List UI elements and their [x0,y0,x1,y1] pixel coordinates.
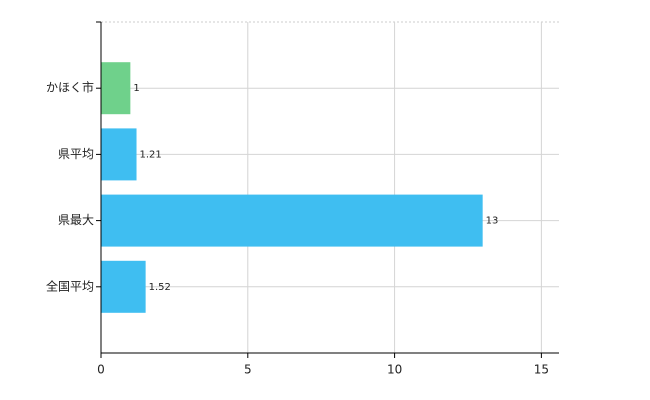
y-tick-label: 全国平均 [46,278,94,293]
x-tick-label: 5 [244,363,252,377]
bar [101,194,483,247]
bar [101,128,137,181]
x-tick-label: 0 [97,363,105,377]
bar [101,62,131,115]
x-tick-label: 15 [534,363,549,377]
y-tick-label: 県平均 [58,147,94,161]
y-tick-label: かほく市 [46,80,94,95]
value-label: 1.52 [149,282,171,293]
x-tick-label: 10 [387,363,402,377]
value-label: 1 [133,83,139,94]
value-label: 13 [486,216,499,227]
y-tick-label: 県最大 [58,213,94,227]
value-label: 1.21 [140,149,162,160]
bar [101,260,146,313]
